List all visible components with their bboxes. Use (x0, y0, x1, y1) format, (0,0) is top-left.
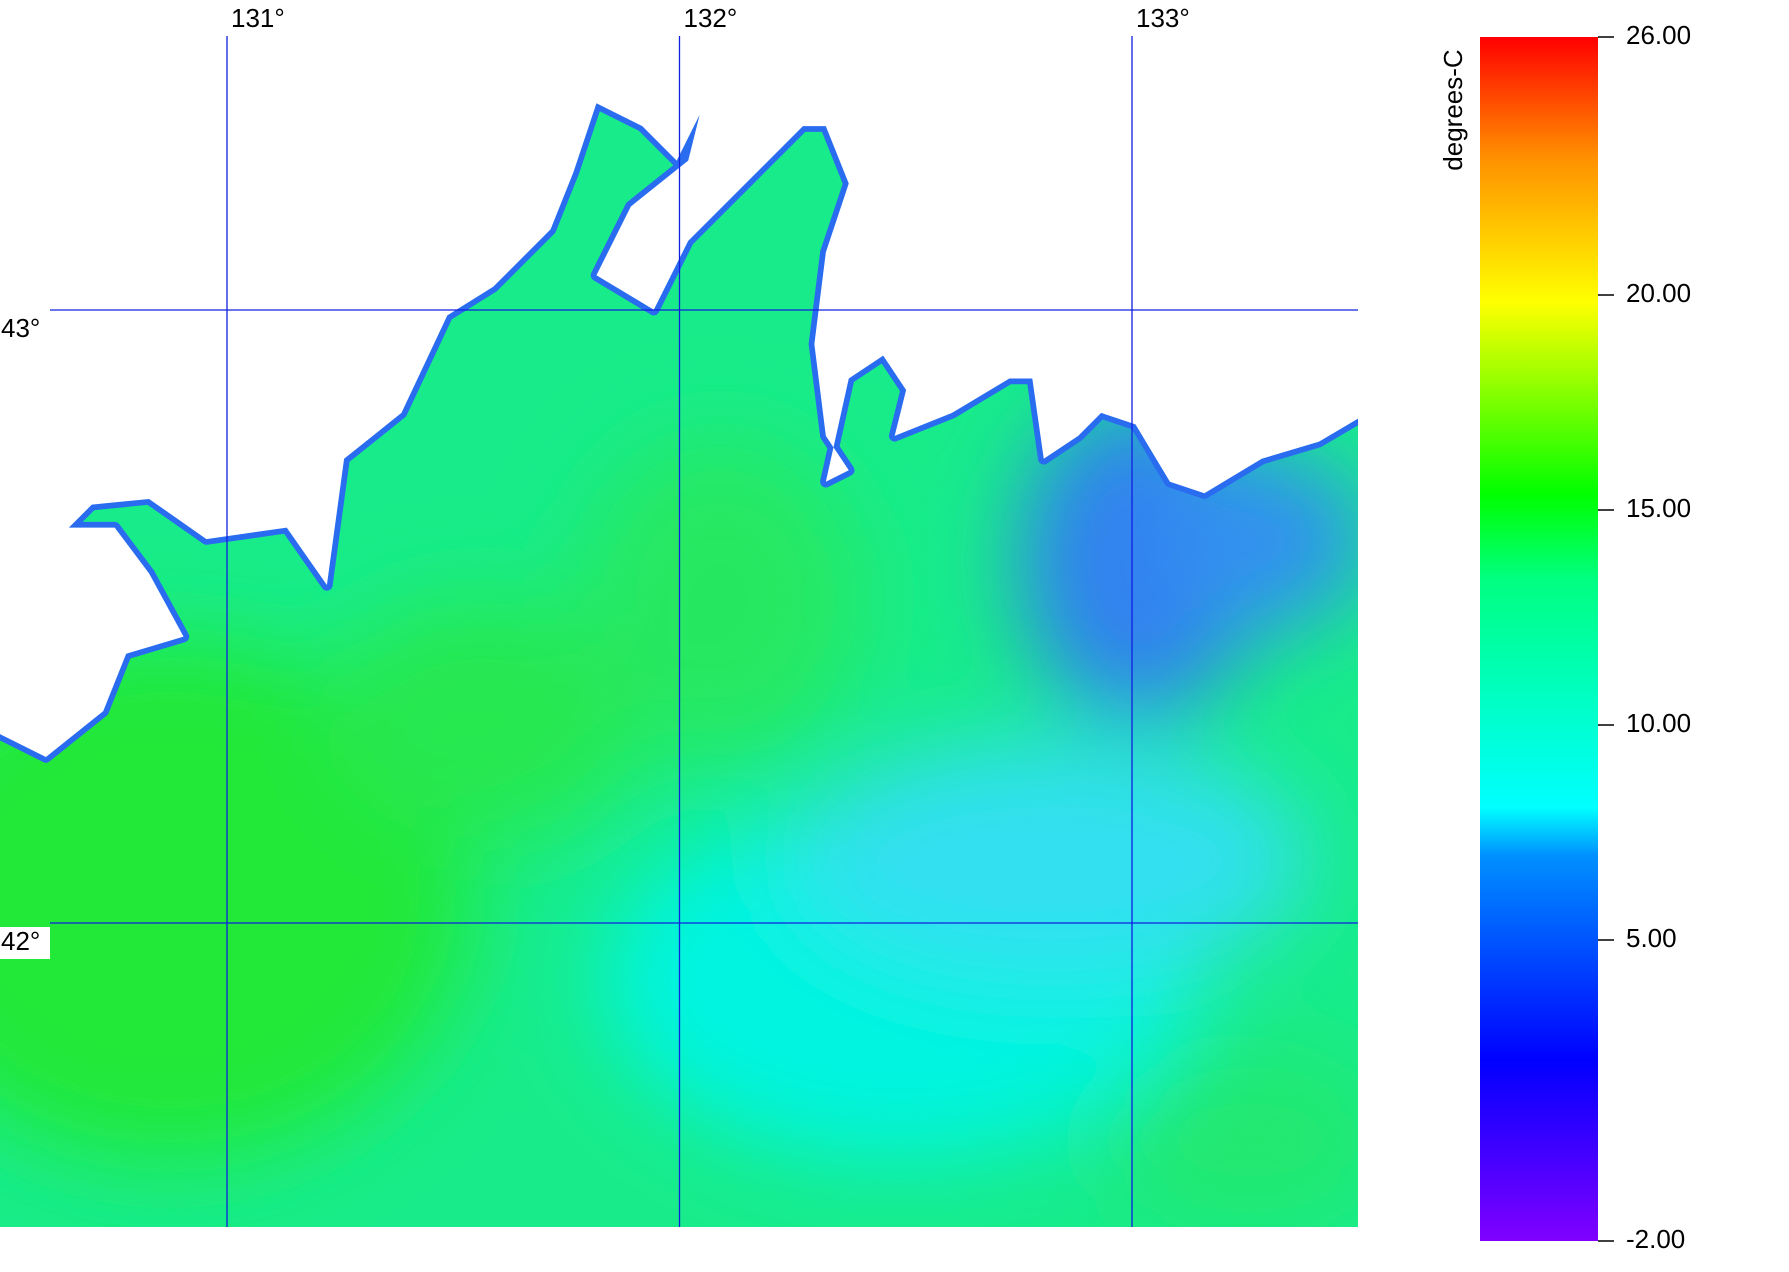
latitude-label: 43° (1, 313, 40, 343)
longitude-label: 132° (684, 3, 738, 33)
land (0, 0, 1358, 763)
longitude-label: 131° (231, 3, 285, 33)
colorbar-tick-label: 15.00 (1626, 493, 1691, 523)
colorbar-title: degrees-C (1438, 49, 1468, 170)
sea-surface (0, 0, 1358, 1227)
colorbar (1480, 37, 1598, 1241)
colorbar-tick-label: 20.00 (1626, 278, 1691, 308)
colorbar-tick-label: -2.00 (1626, 1224, 1685, 1254)
colorbar-tick-label: 10.00 (1626, 708, 1691, 738)
longitude-label: 133° (1136, 3, 1190, 33)
colorbar-tick-label: 26.00 (1626, 20, 1691, 50)
colorbar-tick-label: 5.00 (1626, 923, 1677, 953)
label-background (0, 927, 50, 959)
latitude-label: 42° (1, 926, 40, 956)
label-background (0, 314, 50, 346)
